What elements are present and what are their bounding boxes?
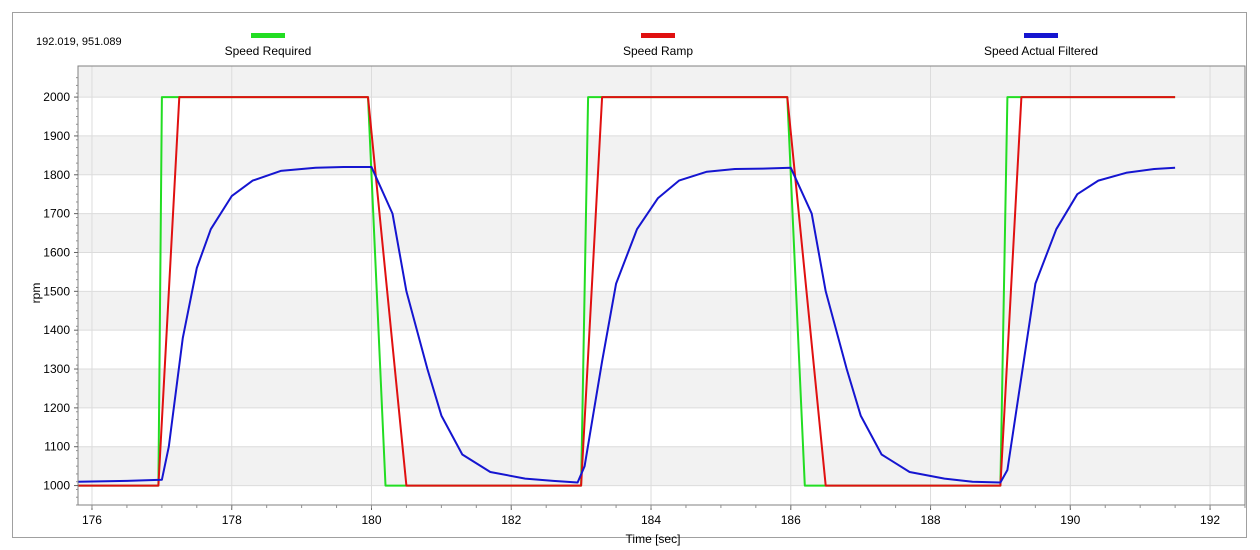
y-tick-label: 1900 xyxy=(43,129,70,143)
y-tick-label: 1100 xyxy=(44,440,70,454)
series-layer xyxy=(77,96,1176,487)
legend-swatch-speed-ramp xyxy=(641,33,675,38)
x-tick-label: 176 xyxy=(82,513,102,527)
x-tick-label: 180 xyxy=(361,513,381,527)
plot-band xyxy=(78,66,1245,98)
series-line-speed-ramp xyxy=(78,96,1176,487)
legend-label-speed-actual-filtered: Speed Actual Filtered xyxy=(983,44,1099,58)
plot-grid xyxy=(78,66,1245,505)
series-line-speed-actual-filtered xyxy=(77,166,1176,484)
y-tick-label: 1200 xyxy=(43,401,70,415)
plot-band xyxy=(78,135,1245,175)
y-tick-label: 1300 xyxy=(43,362,70,376)
x-tick-label: 182 xyxy=(501,513,521,527)
cursor-coordinate-readout: 192.019, 951.089 xyxy=(36,36,122,48)
legend-swatch-speed-actual-filtered xyxy=(1024,33,1058,38)
y-tick-label: 1700 xyxy=(43,207,70,221)
x-axis-label: Time [sec] xyxy=(626,532,681,546)
y-tick-label: 1000 xyxy=(43,479,70,493)
x-tick-label: 192 xyxy=(1200,513,1220,527)
plot-band xyxy=(78,291,1245,331)
legend-label-speed-required: Speed Required xyxy=(224,44,312,58)
plot-band xyxy=(78,369,1245,408)
legend-entry-speed-actual-filtered[interactable]: Speed Actual Filtered xyxy=(931,33,1151,58)
y-axis-label: rpm xyxy=(29,283,43,304)
axis-ticks: 1000 1100 1200 1300 1400 1500 1600 1700 1800 1900… xyxy=(43,77,1246,527)
y-tick-label: 1400 xyxy=(43,323,70,337)
plot-band xyxy=(78,446,1245,486)
x-tick-label: 184 xyxy=(641,513,661,527)
plot-bands xyxy=(78,66,1245,486)
legend-entry-speed-required[interactable]: Speed Required xyxy=(158,33,378,58)
x-tick-label: 186 xyxy=(781,513,801,527)
y-tick-label: 2000 xyxy=(43,90,70,104)
y-tick-label: 1600 xyxy=(43,245,70,259)
legend-label-speed-ramp: Speed Ramp xyxy=(622,44,694,58)
x-tick-label: 190 xyxy=(1060,513,1080,527)
legend-entry-speed-ramp[interactable]: Speed Ramp xyxy=(548,33,768,58)
y-tick-label: 1800 xyxy=(43,168,70,182)
y-tick-label: 1500 xyxy=(43,284,70,298)
x-tick-label: 188 xyxy=(921,513,941,527)
x-tick-label: 178 xyxy=(222,513,242,527)
series-line-speed-required xyxy=(78,96,1176,487)
plot-area-border xyxy=(77,65,1246,506)
legend-swatch-speed-required xyxy=(251,33,285,38)
